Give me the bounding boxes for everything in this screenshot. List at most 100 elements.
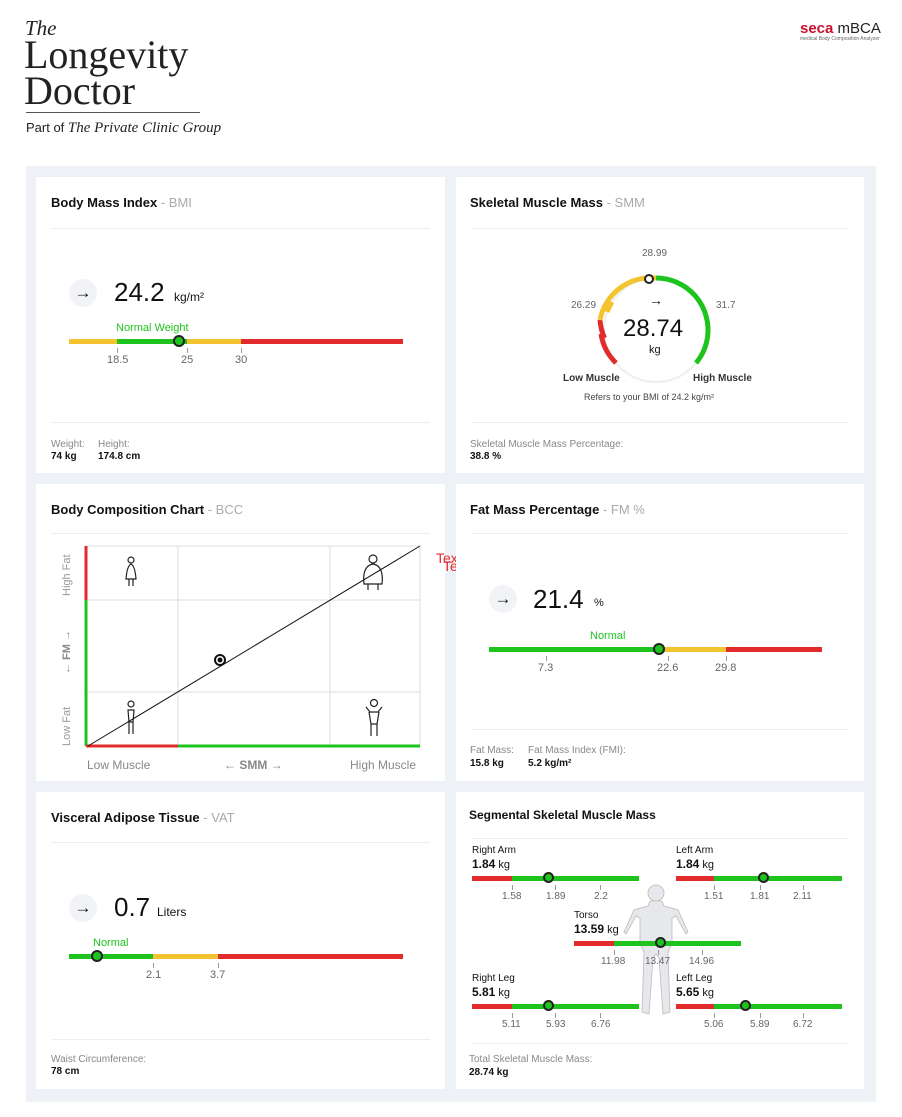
low-muscle-label: Low Muscle	[87, 758, 151, 772]
torso-value: 13.59 kg	[574, 922, 619, 936]
right-leg-value: 5.81 kg	[472, 985, 511, 999]
right-leg-tick: 6.76	[591, 1019, 611, 1030]
vat-tick: 3.7	[210, 969, 226, 981]
logo-group: The Private Clinic Group	[67, 120, 222, 136]
right-leg-name: Right Leg	[472, 973, 515, 984]
smm-gauge	[597, 274, 711, 383]
vat-marker	[91, 950, 103, 962]
smm-title: Skeletal Muscle Mass - SMM	[470, 195, 645, 210]
height-value: 174.8 cm	[98, 451, 141, 462]
bmi-marker	[173, 335, 185, 347]
left-leg-name: Left Leg	[676, 973, 713, 984]
logo-line-2: Doctor	[24, 68, 136, 113]
body-figure	[623, 884, 689, 1015]
fm-trend-arrow-icon: →	[489, 585, 517, 613]
smm-card: Skeletal Muscle Mass - SMM 28.99 26.29 3…	[456, 177, 864, 473]
torso-tick: 13.47	[645, 956, 671, 967]
smm-note: Refers to your BMI of 24.2 kg/m²	[584, 392, 715, 402]
bmi-title: Body Mass Index - BMI	[51, 195, 192, 210]
bcc-card: Body Composition Chart - BCC High Fat ← …	[36, 484, 445, 781]
left-arm-name: Left Arm	[676, 845, 714, 856]
smm-percentage-label: Skeletal Muscle Mass Percentage:	[470, 439, 624, 450]
left-arm-tick: 2.11	[793, 891, 812, 902]
smm-value: 28.74	[623, 315, 684, 342]
smm-unit: kg	[649, 344, 661, 356]
fm-tick: 7.3	[538, 662, 554, 674]
left-leg-value: 5.65 kg	[676, 985, 715, 999]
smm-trend-arrow-icon: →	[649, 292, 663, 308]
bmi-category: Normal Weight	[116, 322, 189, 334]
fat-mass-value: 15.8 kg	[470, 758, 504, 769]
left-arm-value: 1.84 kg	[676, 857, 715, 871]
left-leg-tick: 5.06	[704, 1019, 724, 1030]
fm-category: Normal	[590, 630, 626, 642]
left-arm-marker	[758, 872, 769, 883]
waist-label: Waist Circumference:	[51, 1054, 147, 1065]
fm-tick: 22.6	[657, 662, 679, 674]
bmi-tick: 30	[235, 354, 248, 366]
smm-left-value: 26.29	[571, 300, 597, 311]
right-leg-tick: 5.93	[546, 1019, 566, 1030]
torso-tick: 11.98	[601, 956, 626, 967]
right-arm-value: 1.84 kg	[472, 857, 511, 871]
fmi-value: 5.2 kg/m²	[528, 758, 572, 769]
total-ssm-value: 28.74 kg	[469, 1067, 509, 1078]
weight-label: Weight:	[51, 439, 85, 450]
total-ssm-label: Total Skeletal Muscle Mass:	[469, 1054, 593, 1065]
logo-part-of: Part of The Private Clinic Group	[26, 120, 222, 136]
bmi-card: Body Mass Index - BMI → 24.2 kg/m² Norma…	[36, 177, 445, 473]
right-arm-tick: 2.2	[594, 891, 608, 902]
vat-trend-arrow-icon: →	[69, 894, 97, 922]
seca-logo: seca mBCA	[800, 20, 881, 37]
fm-title: Fat Mass Percentage - FM %	[470, 502, 645, 517]
seca-subtitle: medical Body Composition Analyzer	[800, 36, 880, 42]
fat-mass-label: Fat Mass:	[470, 745, 514, 756]
left-leg-tick: 6.72	[793, 1019, 813, 1030]
smm-percentage-value: 38.8 %	[470, 451, 502, 462]
logo-rule	[26, 112, 200, 113]
bmi-tick: 25	[181, 354, 194, 366]
fm-marker	[653, 643, 665, 655]
bmi-trend-arrow-icon: →	[69, 279, 97, 307]
height-label: Height:	[98, 439, 130, 450]
torso-tick: 14.96	[689, 956, 715, 967]
bcc-title: Body Composition Chart - BCC	[51, 502, 244, 517]
left-leg-marker	[740, 1000, 751, 1011]
right-arm-tick: 1.89	[546, 891, 566, 902]
right-arm-name: Right Arm	[472, 845, 516, 856]
vat-value: 0.7	[114, 892, 151, 922]
right-leg-marker	[543, 1000, 554, 1011]
logo-line-1: Longevity	[24, 32, 189, 77]
waist-value: 78 cm	[51, 1066, 80, 1077]
bmi-unit: kg/m²	[174, 290, 204, 304]
fm-tick: 29.8	[715, 662, 737, 674]
left-leg-tick: 5.89	[750, 1019, 770, 1030]
smm-axis-label: ← SMM →	[224, 758, 283, 772]
overlay-text-1: Text	[436, 550, 462, 566]
right-leg-tick: 5.11	[502, 1019, 521, 1030]
vat-category: Normal	[93, 937, 129, 949]
high-fat-label: High Fat	[61, 554, 73, 596]
fmi-label: Fat Mass Index (FMI):	[528, 745, 626, 756]
fm-value: 21.4	[533, 584, 584, 614]
fm-unit: %	[594, 597, 604, 609]
bmi-value: 24.2	[114, 277, 165, 307]
ssm-title: Segmental Skeletal Muscle Mass	[469, 808, 656, 822]
smm-right-value: 31.7	[716, 300, 736, 311]
vat-unit: Liters	[157, 905, 187, 919]
fm-card: Fat Mass Percentage - FM % → 21.4 % Norm…	[456, 484, 864, 781]
left-arm-tick: 1.81	[750, 891, 770, 902]
logo-the: The	[25, 16, 57, 40]
smm-high-label: High Muscle	[693, 373, 752, 384]
ssm-card: Segmental Skeletal Muscle Mass Right Arm…	[456, 792, 864, 1089]
bmi-tick: 18.5	[107, 354, 129, 366]
left-arm-tick: 1.51	[704, 891, 724, 902]
bcc-chart	[84, 545, 421, 748]
torso-name: Torso	[574, 910, 599, 921]
smm-low-label: Low Muscle	[563, 373, 620, 384]
weight-value: 74 kg	[51, 451, 77, 462]
vat-title: Visceral Adipose Tissue - VAT	[51, 810, 235, 825]
fm-axis-label: ← FM →	[61, 630, 73, 674]
torso-marker	[655, 937, 666, 948]
right-arm-tick: 1.58	[502, 891, 522, 902]
